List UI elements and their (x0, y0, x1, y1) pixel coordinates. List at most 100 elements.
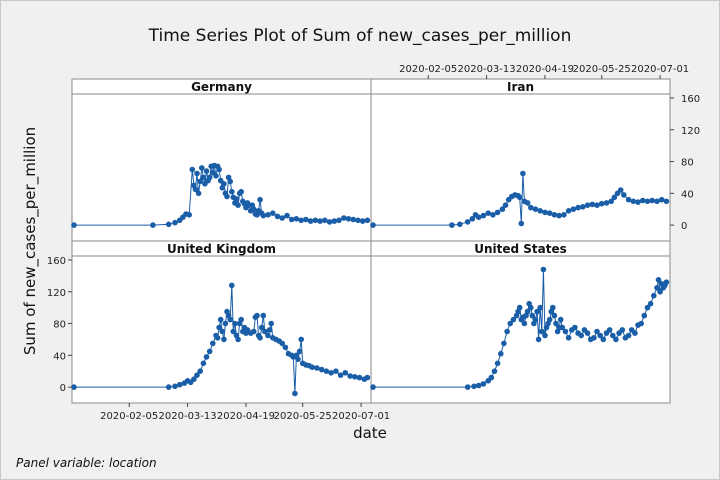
data-point (355, 217, 361, 224)
panel-plot-area (370, 93, 671, 242)
data-point (347, 373, 353, 379)
data-point (233, 196, 240, 202)
x-tick-label: 2020-04-19 (217, 411, 275, 422)
panel-label: United States (474, 242, 567, 256)
data-point (232, 320, 238, 327)
y-tick-label: 160 (47, 256, 66, 267)
data-point (663, 279, 670, 286)
data-point (570, 206, 577, 212)
data-point (562, 328, 569, 335)
data-point (216, 166, 222, 173)
data-point (213, 173, 219, 179)
data-point (521, 320, 528, 327)
data-point (551, 212, 558, 218)
data-point (625, 196, 632, 203)
x-tick-label: 2020-03-13 (458, 64, 516, 75)
x-tick-label: 2020-07-01 (631, 64, 689, 75)
data-point (71, 384, 77, 390)
data-point (606, 327, 613, 333)
data-point (172, 383, 178, 390)
data-point (551, 312, 558, 319)
data-point (295, 356, 301, 363)
data-point (641, 312, 648, 319)
data-point (537, 208, 543, 214)
data-point (265, 332, 271, 339)
data-point (307, 218, 314, 224)
data-point (535, 336, 542, 343)
data-point (370, 384, 376, 390)
data-point (165, 221, 172, 228)
x-tick-label: 2020-02-05 (399, 64, 457, 75)
data-point (206, 174, 213, 181)
data-point (471, 383, 477, 390)
data-point (502, 202, 509, 208)
data-point (651, 292, 657, 299)
data-point (537, 304, 543, 311)
data-point (649, 197, 655, 204)
data-point (580, 204, 586, 210)
data-point (336, 217, 342, 224)
data-point (279, 340, 286, 347)
data-point (516, 194, 523, 201)
data-point (352, 374, 358, 380)
data-point (331, 218, 338, 224)
data-point (230, 328, 237, 335)
data-point (292, 390, 298, 397)
data-point (195, 190, 202, 197)
plot-layer: Germany Iran 0 40 80 120 160 United Kingdom 0 40 8… (47, 64, 700, 422)
data-point (203, 168, 210, 174)
data-point (619, 327, 626, 333)
data-point (501, 340, 507, 347)
data-point (529, 312, 536, 319)
data-point (227, 178, 233, 185)
data-point (546, 210, 553, 216)
panel-label: Iran (507, 80, 534, 94)
data-point (475, 214, 482, 220)
panel-plot-area (370, 255, 671, 404)
data-point (635, 199, 641, 205)
data-point (532, 206, 539, 212)
data-point (565, 208, 572, 214)
data-point (608, 198, 614, 205)
data-point (216, 324, 222, 331)
data-point (282, 344, 289, 351)
data-point (350, 216, 357, 223)
data-point (345, 216, 352, 222)
data-point (251, 328, 257, 335)
data-point (584, 202, 591, 208)
data-point (200, 360, 207, 367)
data-point (303, 216, 309, 223)
y-axis-title: Sum of new_cases_per_million (21, 127, 40, 355)
data-point (625, 332, 632, 339)
data-point (494, 360, 501, 367)
data-point (520, 170, 526, 177)
data-point (257, 196, 263, 203)
data-point (186, 212, 192, 218)
panel-strip (370, 240, 671, 257)
panel-label: Germany (191, 80, 252, 94)
data-point (584, 330, 591, 336)
data-point (194, 372, 200, 379)
data-point (589, 201, 596, 208)
data-point (279, 215, 286, 221)
data-point (317, 218, 323, 224)
data-point (610, 332, 616, 339)
data-point (644, 304, 651, 311)
data-point (229, 188, 235, 195)
data-point (210, 340, 216, 347)
data-point (480, 212, 487, 219)
data-point (594, 328, 600, 335)
data-point (658, 196, 665, 203)
data-point (617, 187, 624, 193)
data-point (647, 300, 654, 307)
data-point (556, 212, 562, 219)
data-point (318, 366, 325, 373)
data-point (238, 188, 244, 195)
data-point (257, 335, 263, 341)
data-point (298, 217, 305, 224)
data-point (326, 219, 333, 225)
data-point (663, 198, 670, 205)
data-point (214, 335, 221, 341)
data-point (640, 197, 646, 204)
data-point (546, 316, 553, 323)
